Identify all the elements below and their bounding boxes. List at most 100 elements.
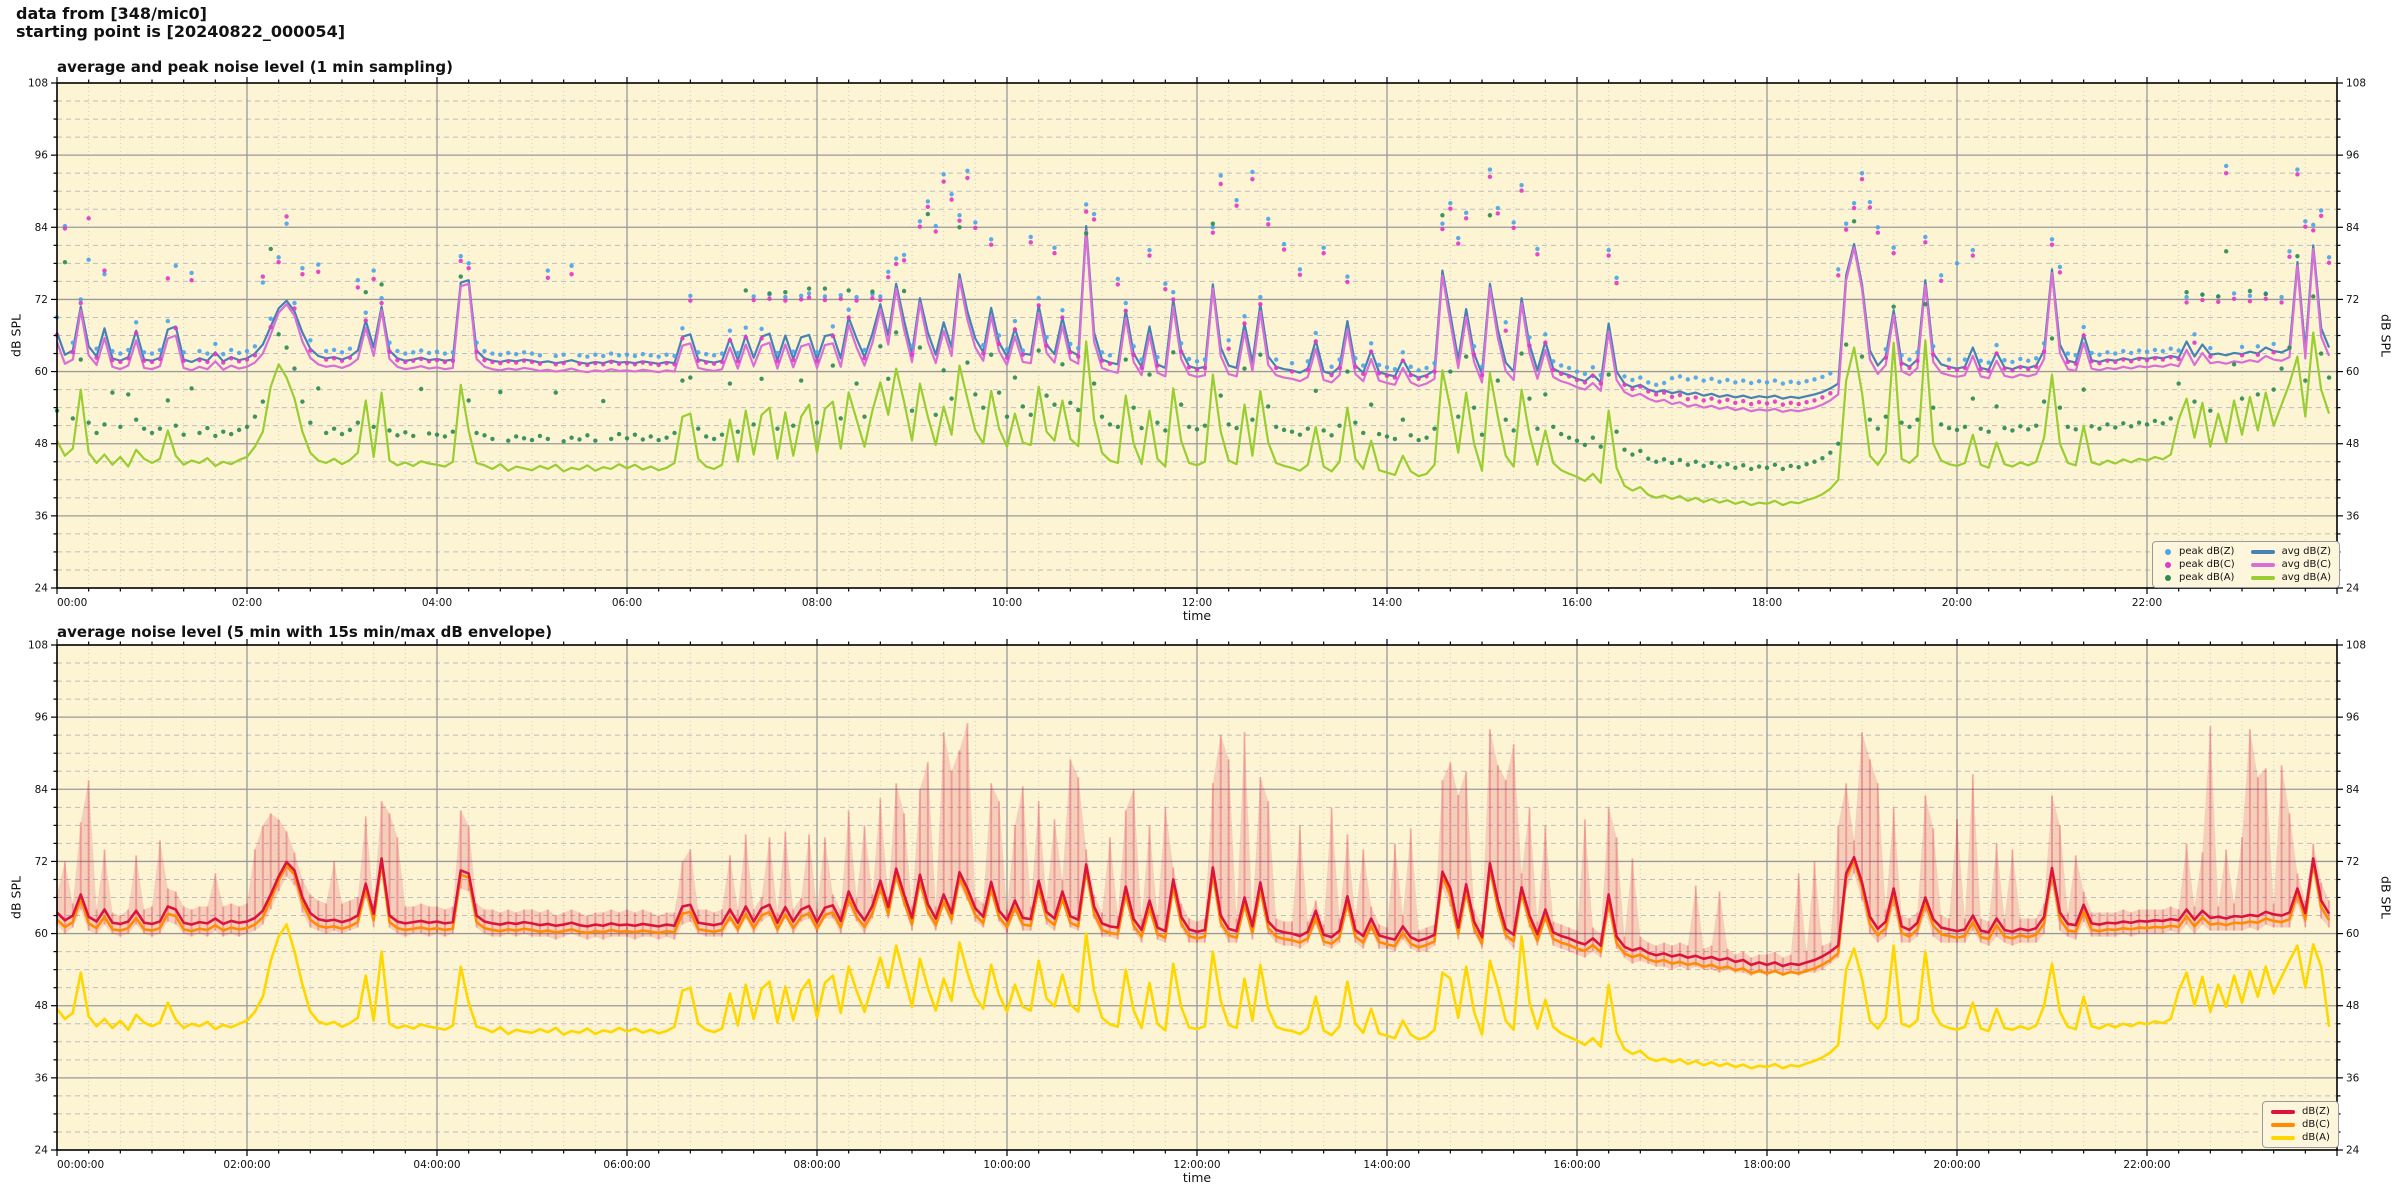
legend-label: avg dB(A)	[2281, 572, 2332, 583]
legend-label: peak dB(C)	[2179, 559, 2235, 570]
x-tick-label: 20:00:00	[1933, 1159, 1980, 1171]
legend-entry: peak dB(C)	[2161, 558, 2235, 571]
y-tick-label-right: 108	[2346, 640, 2366, 652]
y-tick-label-left: 108	[28, 640, 48, 652]
top-chart: 00:00 02:00 04:00 06:00 08:00 10:00 12:00 14:00…	[28, 77, 2366, 609]
y-tick-label-right: 72	[2346, 856, 2359, 868]
x-tick-label: 10:00	[992, 597, 1022, 609]
y-tick-label-left: 84	[35, 784, 49, 796]
axes	[51, 77, 2343, 594]
series-dots-peak-db-z-	[54, 163, 2332, 387]
legend-label: dB(Z)	[2302, 1106, 2330, 1117]
x-tick-label: 20:00	[1942, 597, 1972, 609]
y-tick-label-left: 36	[35, 510, 49, 522]
y-tick-label-left: 48	[35, 438, 48, 450]
y-tick-label-right: 48	[2346, 438, 2359, 450]
bottom-chart-xlabel: time	[1182, 1170, 1212, 1185]
x-tick-label: 06:00:00	[603, 1159, 650, 1171]
top-chart-title: average and peak noise level (1 min samp…	[57, 58, 453, 76]
y-tick-label-right: 84	[2346, 784, 2360, 796]
grid	[57, 645, 2337, 1150]
y-tick-label-right: 96	[2346, 712, 2360, 724]
y-tick-label-left: 36	[35, 1072, 49, 1084]
legend-dot-marker	[2165, 574, 2171, 581]
y-tick-label-left: 72	[35, 856, 48, 868]
y-tick-label-left: 108	[28, 78, 48, 90]
bottom-chart-ylabel-right: dB SPL	[2378, 876, 2394, 919]
legend-label: peak dB(A)	[2179, 572, 2235, 583]
series-line-db-a-	[55, 923, 2331, 1070]
x-tick-label: 02:00:00	[223, 1159, 270, 1171]
x-tick-label: 04:00:00	[413, 1159, 460, 1171]
series-dots-peak-db-c-	[54, 170, 2332, 407]
y-tick-label-right: 60	[2346, 366, 2359, 378]
y-tick-label-left: 72	[35, 294, 48, 306]
header-line1: data from [348/mic0]	[16, 4, 207, 23]
series-line-db-c-	[56, 858, 2331, 976]
y-tick-label-left: 24	[35, 583, 49, 595]
bottom-chart: 00:00:00 02:00:00 04:00:00 06:00:00 08:00:00…	[28, 639, 2366, 1171]
x-tick-label: 12:00:00	[1173, 1159, 1220, 1171]
legend-line-marker	[2250, 575, 2275, 580]
y-tick-label-right: 36	[2346, 510, 2360, 522]
y-tick-label-right: 108	[2346, 78, 2366, 90]
legend-label: peak dB(Z)	[2179, 546, 2235, 557]
legend-entry: dB(C)	[2271, 1118, 2330, 1131]
y-tick-label-right: 48	[2346, 1000, 2359, 1012]
x-tick-label: 04:00	[422, 597, 452, 609]
legend-line-marker	[2250, 549, 2275, 554]
legend-dot-marker	[2165, 548, 2171, 555]
top-chart-ylabel-left: dB SPL	[8, 314, 24, 357]
legend-entry: avg dB(Z)	[2250, 545, 2332, 558]
series-dots-peak-db-a-	[54, 211, 2332, 472]
y-tick-label-left: 96	[35, 712, 49, 724]
top-chart-xlabel: time	[1182, 608, 1212, 623]
x-tick-label: 18:00	[1752, 597, 1782, 609]
y-tick-label-left: 60	[35, 366, 48, 378]
x-tick-label: 00:00:00	[57, 1159, 104, 1171]
x-tick-label: 02:00	[232, 597, 262, 609]
x-tick-label: 16:00	[1562, 597, 1592, 609]
legend-entry: peak dB(Z)	[2161, 545, 2235, 558]
x-tick-label: 00:00	[57, 597, 87, 609]
grid	[57, 83, 2337, 588]
y-tick-label-left: 96	[35, 150, 49, 162]
bottom-chart-title: average noise level (5 min with 15s min/…	[57, 623, 553, 641]
top-chart-ylabel-right: dB SPL	[2378, 314, 2394, 357]
y-tick-label-left: 60	[35, 928, 48, 940]
x-tick-label: 14:00:00	[1363, 1159, 1410, 1171]
x-tick-label: 22:00:00	[2123, 1159, 2170, 1171]
legend-line-marker	[2271, 1109, 2295, 1114]
series-line-avg-db-c-	[55, 229, 2331, 413]
x-tick-label: 18:00:00	[1743, 1159, 1790, 1171]
y-tick-label-left: 24	[35, 1145, 49, 1157]
top-chart-legend: peak dB(Z) peak dB(C) peak dB(A) avg dB(Z) a…	[2152, 541, 2341, 588]
x-tick-label: 14:00	[1372, 597, 1402, 609]
header-line2: starting point is [20240822_000054]	[16, 22, 346, 41]
bottom-chart-ylabel-left: dB SPL	[8, 876, 24, 919]
axes	[51, 639, 2343, 1156]
legend-entry: peak dB(A)	[2161, 571, 2235, 584]
tick-labels: 00:00 02:00 04:00 06:00 08:00 10:00 12:00 14:00…	[28, 78, 2366, 610]
legend-entry: dB(A)	[2271, 1131, 2330, 1144]
legend-label: avg dB(Z)	[2281, 546, 2332, 557]
y-tick-label-right: 24	[2346, 1145, 2360, 1157]
x-tick-label: 06:00	[612, 597, 642, 609]
y-tick-label-right: 72	[2346, 294, 2359, 306]
legend-label: avg dB(C)	[2281, 559, 2332, 570]
x-tick-label: 08:00	[802, 597, 832, 609]
tick-labels: 00:00:00 02:00:00 04:00:00 06:00:00 08:00:00…	[28, 640, 2366, 1172]
bottom-chart-legend: dB(Z) dB(C) dB(A)	[2262, 1101, 2339, 1148]
series-line-db-z-	[56, 855, 2331, 968]
y-tick-label-left: 48	[35, 1000, 48, 1012]
legend-entry: avg dB(C)	[2250, 558, 2332, 571]
legend-label: dB(C)	[2302, 1119, 2330, 1130]
legend-entry: dB(Z)	[2271, 1105, 2330, 1118]
legend-line-marker	[2271, 1135, 2295, 1140]
x-tick-label: 22:00	[2132, 597, 2162, 609]
series-line-avg-db-a-	[56, 331, 2331, 507]
x-tick-label: 10:00:00	[983, 1159, 1030, 1171]
legend-line-marker	[2271, 1122, 2295, 1127]
x-tick-label: 12:00	[1182, 597, 1212, 609]
